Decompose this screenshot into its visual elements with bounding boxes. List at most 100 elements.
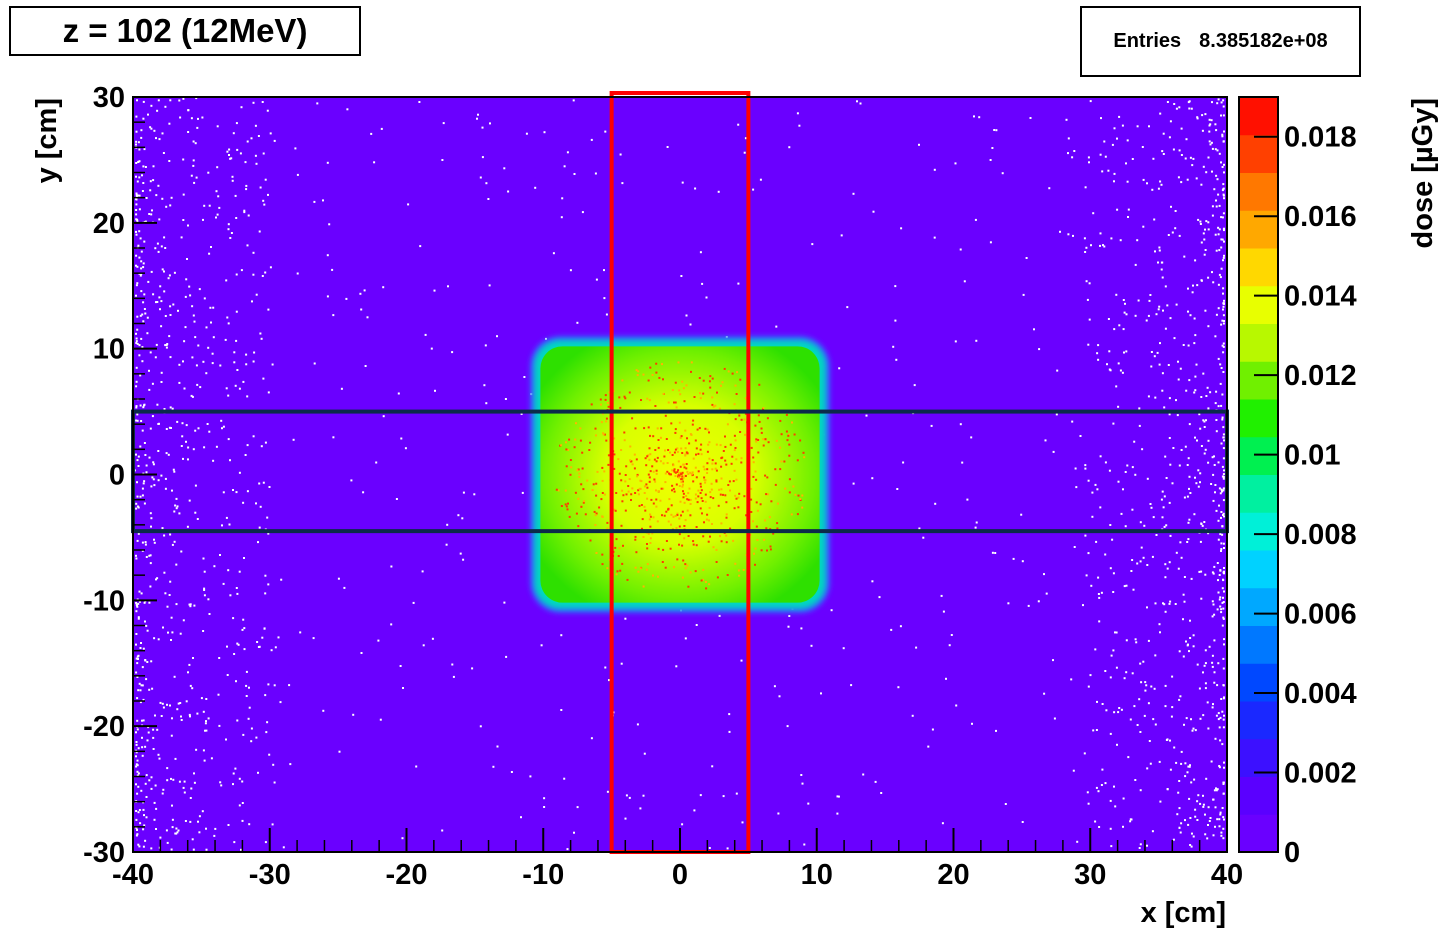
noise-dot (573, 173, 576, 175)
noise-dot (462, 558, 465, 561)
field-hot-dot (756, 539, 759, 541)
noise-dot (1139, 521, 1142, 524)
noise-dot (239, 152, 242, 155)
noise-dot (1222, 183, 1225, 186)
noise-dot (1188, 107, 1191, 110)
noise-dot (140, 273, 143, 276)
noise-dot (1175, 107, 1178, 110)
noise-dot (137, 658, 139, 660)
field-hot-dot (637, 489, 640, 492)
noise-dot (402, 687, 404, 689)
noise-dot (1125, 639, 1128, 642)
field-hot-dot (636, 475, 639, 478)
noise-dot (187, 109, 190, 112)
noise-dot (152, 293, 155, 296)
field-hot-dot (607, 454, 610, 457)
noise-dot (1220, 698, 1223, 700)
noise-dot (167, 453, 170, 456)
noise-dot (143, 148, 146, 151)
field-hot-dot (709, 375, 712, 378)
noise-dot (143, 442, 146, 444)
field-hot-dot (686, 564, 689, 567)
noise-dot (1185, 138, 1188, 141)
noise-dot (207, 598, 210, 601)
noise-dot (136, 728, 139, 731)
noise-dot (231, 175, 234, 178)
noise-dot (395, 498, 398, 500)
noise-dot (162, 152, 165, 154)
field-hot-dot (684, 519, 687, 522)
noise-dot (178, 381, 181, 384)
noise-dot (442, 122, 445, 125)
noise-dot (1208, 124, 1211, 127)
noise-dot (1125, 671, 1128, 674)
field-hot-dot (667, 401, 670, 404)
noise-dot (1220, 367, 1223, 369)
noise-dot (1150, 351, 1153, 353)
noise-dot (1200, 279, 1203, 282)
noise-dot (1172, 447, 1175, 449)
noise-dot (196, 712, 199, 715)
noise-dot (800, 774, 803, 776)
field-hot-dot (788, 454, 791, 457)
noise-dot (169, 356, 172, 359)
field-hot-dot (687, 498, 690, 501)
noise-dot (174, 504, 177, 507)
field-hot-dot (697, 489, 700, 492)
field-hot-dot (686, 437, 688, 440)
noise-dot (173, 540, 176, 543)
noise-dot (232, 617, 235, 620)
field-hot-dot (583, 500, 586, 503)
noise-dot (399, 665, 402, 667)
noise-dot (1163, 406, 1166, 409)
noise-dot (202, 710, 205, 713)
noise-dot (269, 132, 272, 135)
noise-dot (1209, 391, 1212, 394)
noise-dot (1071, 156, 1074, 159)
noise-dot (1222, 837, 1225, 840)
noise-dot (175, 497, 178, 500)
field-hot-dot (657, 446, 660, 449)
noise-dot (217, 693, 220, 696)
field-hot-dot (691, 471, 694, 474)
field-hot-dot (694, 493, 697, 496)
noise-dot (1204, 113, 1207, 116)
noise-dot (1222, 684, 1225, 687)
noise-dot (1141, 146, 1144, 148)
noise-dot (1213, 613, 1216, 616)
noise-dot (1172, 838, 1175, 841)
noise-dot (1138, 698, 1141, 701)
noise-dot (1221, 490, 1223, 493)
colorbar-tick-label: 0.014 (1284, 281, 1357, 313)
noise-dot (1216, 818, 1219, 821)
noise-dot (1182, 593, 1185, 596)
noise-dot (1044, 439, 1047, 442)
noise-dot (245, 684, 248, 687)
noise-dot (563, 777, 566, 780)
noise-dot (1166, 304, 1169, 307)
noise-dot (1220, 611, 1223, 614)
noise-dot (135, 557, 138, 560)
noise-dot (487, 198, 490, 200)
noise-dot (289, 763, 292, 766)
noise-dot (1202, 803, 1205, 806)
noise-dot (1187, 457, 1190, 460)
field-hot-dot (647, 532, 650, 535)
noise-dot (242, 501, 245, 504)
noise-dot (243, 211, 246, 214)
noise-dot (1113, 711, 1116, 714)
field-hot-dot (750, 498, 753, 501)
noise-dot (1217, 519, 1220, 522)
noise-dot (1221, 238, 1224, 241)
field-hot-dot (657, 575, 659, 578)
y-tick-label: -20 (83, 711, 125, 743)
field-hot-dot (679, 465, 682, 468)
noise-dot (1217, 591, 1220, 594)
noise-dot (161, 702, 164, 705)
noise-dot (147, 731, 150, 734)
noise-dot (193, 772, 195, 775)
noise-dot (1214, 123, 1217, 126)
noise-dot (171, 826, 174, 829)
noise-dot (796, 112, 799, 115)
field-hot-dot (598, 506, 601, 509)
